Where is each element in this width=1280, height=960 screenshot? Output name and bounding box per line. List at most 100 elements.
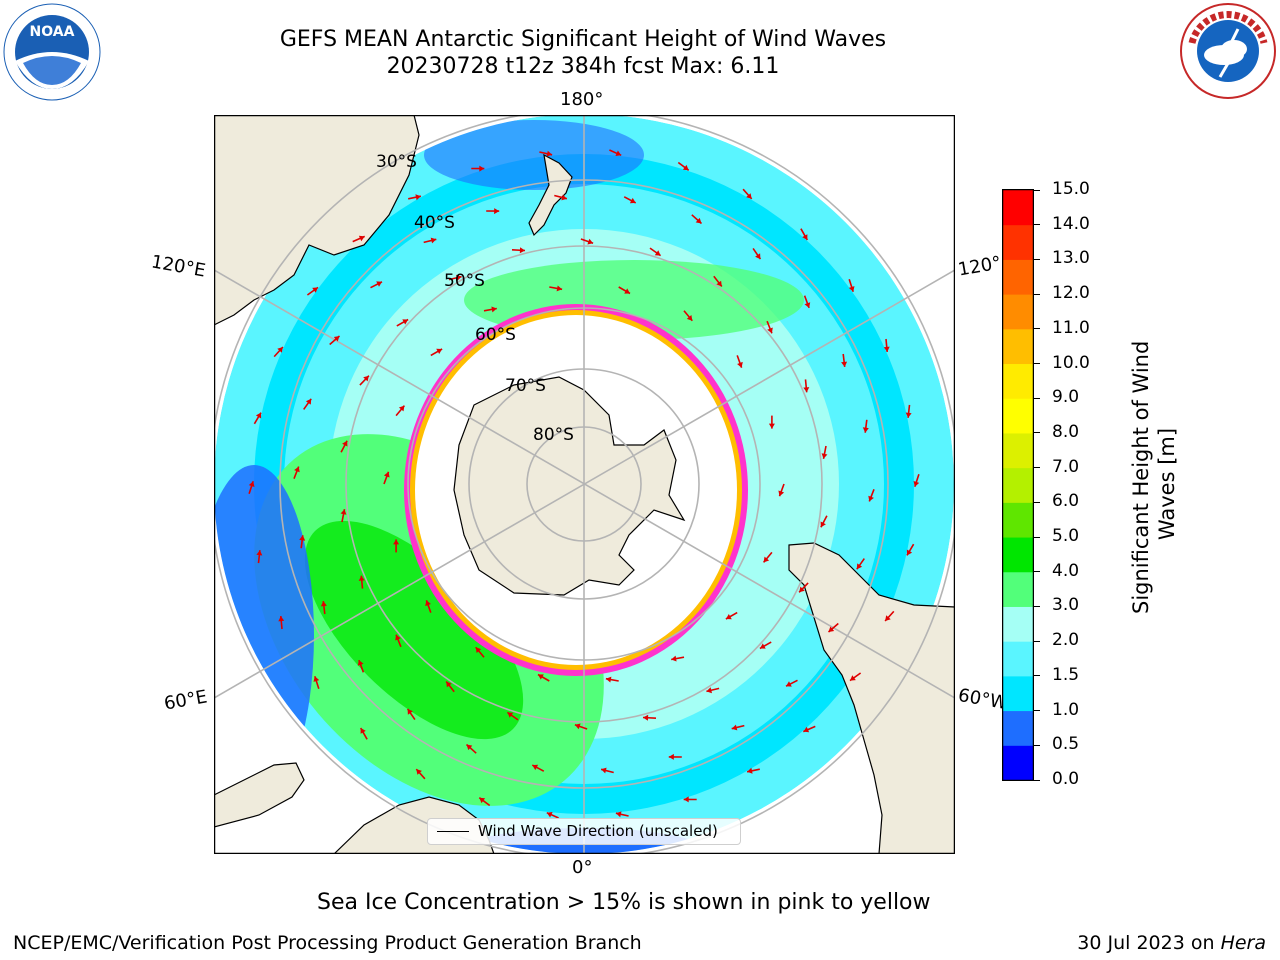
wind-wave-arrowhead	[802, 234, 808, 240]
wind-wave-arrowhead	[491, 306, 497, 313]
lon-label-60e: 60°E	[162, 686, 209, 715]
wind-wave-arrowhead	[906, 549, 913, 556]
legend-line-icon	[437, 831, 469, 832]
wind-wave-arrowhead	[407, 708, 413, 715]
wind-wave-arrowhead	[682, 164, 689, 171]
wind-wave-arrowhead	[376, 281, 382, 287]
colorbar-tick-label: 2.0	[1052, 630, 1080, 651]
wind-wave-arrowhead	[856, 563, 863, 570]
wind-wave-arrowhead	[668, 753, 674, 760]
wind-wave-arrowhead	[913, 481, 920, 487]
wind-wave-arrowhead	[357, 660, 364, 666]
wind-wave-arrowhead	[804, 302, 811, 308]
wind-wave-arrowhead	[841, 361, 848, 367]
colorbar-tick-label: 6.0	[1052, 491, 1080, 512]
lat-label-40s: 40°S	[414, 213, 455, 233]
wind-wave-arrowhead	[629, 197, 636, 204]
wind-wave-arrowhead	[425, 600, 431, 607]
wind-wave-arrowhead	[456, 274, 462, 281]
colorbar-tick-label: 13.0	[1052, 248, 1090, 269]
graticule	[214, 115, 955, 854]
colorbar-tick-mark	[1034, 640, 1040, 642]
wind-wave-arrowhead	[320, 601, 327, 607]
wind-wave-arrowhead	[299, 535, 306, 541]
chart-title: GEFS MEAN Antarctic Significant Height o…	[279, 27, 887, 52]
colorbar-tick-mark	[1034, 328, 1040, 330]
wind-wave-arrowhead	[342, 440, 348, 447]
colorbar-tick-mark	[1034, 536, 1040, 538]
lat-label-30s: 30°S	[376, 152, 417, 172]
wind-wave-arrowhead	[574, 723, 581, 730]
wind-wave-arrowhead	[256, 550, 263, 556]
colorbar-tick-mark	[1034, 293, 1040, 295]
lat-label-80s: 80°S	[533, 425, 574, 445]
legend-label: Wind Wave Direction (unscaled)	[478, 822, 718, 840]
chart-subtitle: 20230728 t12z 384h fcst Max: 6.11	[386, 54, 780, 79]
wind-wave-arrowhead	[340, 509, 347, 515]
wind-wave-arrowhead	[416, 769, 422, 775]
wind-wave-arrowhead	[803, 726, 810, 733]
wind-wave-arrowhead	[885, 615, 891, 621]
wind-wave-arrowhead	[643, 714, 649, 721]
wind-wave-arrowhead	[786, 681, 792, 687]
colorbar-segment	[1003, 745, 1033, 781]
wind-wave-arrowhead	[767, 327, 773, 334]
colorbar-tick-label: 15.0	[1052, 179, 1090, 199]
antarctica-land	[453, 376, 686, 596]
colorbar-segment	[1003, 294, 1033, 330]
noaa-logo: NOAA	[3, 3, 101, 101]
footer-host: Hera	[1220, 932, 1266, 954]
colorbar-tick-label: 5.0	[1052, 526, 1080, 547]
colorbar-tick-label: 0.0	[1052, 769, 1080, 789]
colorbar-segment	[1003, 259, 1033, 295]
wind-wave-arrowhead	[850, 675, 856, 681]
colorbar-label-line1: Significant Height of Wind	[1129, 340, 1153, 614]
map-legend: Wind Wave Direction (unscaled)	[427, 818, 741, 845]
colorbar-segment	[1003, 710, 1033, 746]
wind-wave-arrowhead	[905, 412, 912, 418]
wind-wave-arrowhead	[395, 634, 401, 641]
wind-wave-arrowhead	[803, 387, 810, 393]
wind-wave-arrowhead	[759, 643, 766, 649]
colorbar-segment	[1003, 363, 1033, 399]
wind-wave-arrowhead	[763, 556, 770, 563]
polar-map	[214, 115, 955, 854]
wind-wave-arrowhead	[654, 250, 661, 256]
colorbar-segment	[1003, 224, 1033, 260]
colorbar-tick-mark	[1034, 258, 1040, 260]
wind-wave-arrowhead	[255, 412, 262, 419]
wave-height-core-region	[304, 520, 524, 740]
colorbar-segment	[1003, 606, 1033, 642]
colorbar-segment	[1003, 641, 1033, 677]
colorbar-tick-label: 3.0	[1052, 595, 1080, 616]
colorbar-tick-mark	[1034, 675, 1040, 677]
colorbar-tick-label: 11.0	[1052, 317, 1090, 338]
wind-wave-arrowhead	[519, 247, 525, 254]
wind-wave-arrowhead	[363, 375, 369, 382]
lon-label-120w: 120°	[956, 252, 1003, 281]
lon-label-0: 0°	[572, 857, 593, 878]
wind-wave-arrowhead	[747, 767, 753, 774]
footer-date-text: 30 Jul 2023 on	[1077, 932, 1221, 954]
wind-wave-arrowhead	[538, 674, 544, 680]
wind-wave-arrowhead	[686, 315, 693, 321]
wind-wave-arrowhead	[799, 586, 805, 593]
wind-wave-arrowhead	[862, 427, 869, 433]
wind-wave-arrowhead	[277, 347, 283, 353]
wind-wave-arrowhead	[278, 616, 285, 622]
wind-wave-arrowhead	[393, 539, 400, 545]
colorbar-tick-mark	[1034, 779, 1040, 781]
colorbar-tick-mark	[1034, 710, 1040, 712]
wind-wave-arrowhead	[305, 398, 312, 405]
sea-ice-note: Sea Ice Concentration > 15% is shown in …	[317, 890, 931, 915]
wind-wave-arrowhead	[746, 193, 752, 199]
wind-wave-arrowhead	[821, 453, 828, 459]
wind-wave-arrowhead	[333, 336, 340, 342]
colorbar-tick-label: 7.0	[1052, 456, 1080, 477]
svg-text:NOAA: NOAA	[30, 24, 75, 40]
africa-land	[214, 762, 305, 828]
wind-wave-arrows	[248, 149, 920, 819]
colorbar-segment	[1003, 467, 1033, 503]
wind-wave-arrowhead	[725, 614, 732, 620]
wind-wave-arrowhead	[360, 728, 366, 734]
